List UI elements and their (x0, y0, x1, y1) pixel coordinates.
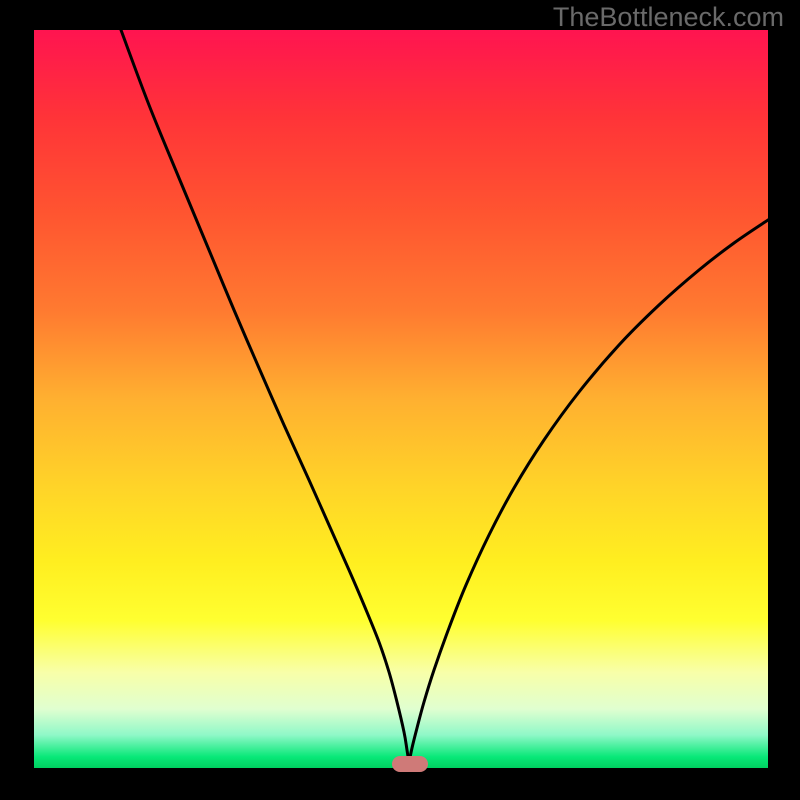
cusp-marker (392, 756, 428, 772)
watermark-text: TheBottleneck.com (553, 2, 784, 33)
canvas: TheBottleneck.com (0, 0, 800, 800)
curve-layer (34, 30, 768, 768)
left-curve-branch (121, 30, 409, 763)
right-curve-branch (409, 220, 768, 763)
plot-area (34, 30, 768, 768)
